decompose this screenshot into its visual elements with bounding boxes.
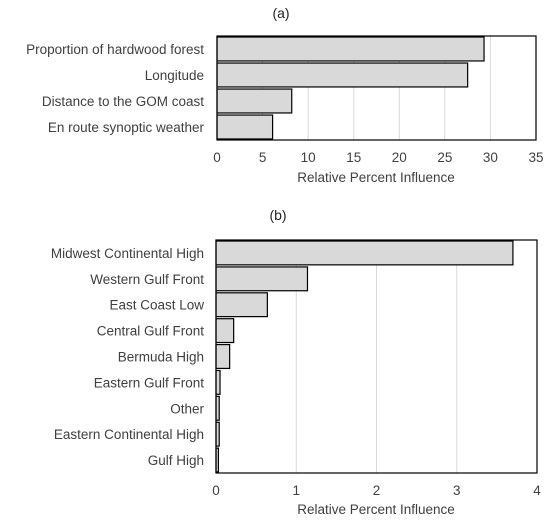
- x-tick-label: 1: [292, 483, 300, 498]
- plot-frame-b: [215, 239, 538, 474]
- bar-layer-a: [216, 36, 485, 140]
- category-label-central-gulf-front: Central Gulf Front: [97, 324, 205, 339]
- bar-eastern-gulf-front: [215, 369, 221, 395]
- grid-layer-b: [295, 240, 458, 473]
- category-label-western-gulf-front: Western Gulf Front: [90, 272, 204, 287]
- bar-distance-to-the-gom-coast: [216, 88, 293, 114]
- category-label-eastern-gulf-front: Eastern Gulf Front: [94, 375, 205, 390]
- category-label-midwest-continental-high: Midwest Continental High: [51, 246, 204, 261]
- bar-western-gulf-front: [215, 266, 309, 292]
- category-label-other: Other: [170, 401, 204, 416]
- x-tick-label: 4: [533, 483, 541, 498]
- x-tick-label: 25: [437, 150, 452, 165]
- x-axis-title-b: Relative Percent Influence: [297, 502, 455, 517]
- category-label-bermuda-high: Bermuda High: [118, 350, 204, 365]
- x-axis-title-a: Relative Percent Influence: [297, 170, 455, 185]
- plot-frame-a: [216, 35, 537, 141]
- category-label-eastern-continental-high: Eastern Continental High: [54, 427, 204, 442]
- x-tick-label: 15: [346, 150, 361, 165]
- x-tick-label: 20: [392, 150, 407, 165]
- x-tick-label: 35: [528, 150, 543, 165]
- x-tick-label: 30: [483, 150, 498, 165]
- tick-labels-b: 0 1 2 3 4: [212, 483, 541, 498]
- bar-longitude: [216, 62, 469, 88]
- chart-panel-b: (b) Midwest Continental High Western Gulf…: [51, 207, 541, 517]
- category-label-proportion-of-hardwood-forest: Proportion of hardwood forest: [26, 42, 204, 57]
- x-tick-label: 5: [259, 150, 267, 165]
- bar-en-route-synoptic-weather: [216, 114, 274, 140]
- tick-labels-a: 0 5 10 15 20 25 30 35: [213, 150, 543, 165]
- category-label-en-route-synoptic-weather: En route synoptic weather: [48, 120, 205, 135]
- chart-panel-a: (a) Proportion of hardwood forest Longitu…: [26, 5, 543, 185]
- bar-layer-b: [215, 240, 514, 473]
- category-label-gulf-high: Gulf High: [148, 453, 204, 468]
- x-tick-label: 0: [212, 483, 220, 498]
- panel-label-b: (b): [269, 207, 286, 223]
- x-tick-label: 0: [213, 150, 221, 165]
- x-tick-label: 2: [373, 483, 381, 498]
- panel-label-a: (a): [272, 5, 289, 21]
- bar-central-gulf-front: [215, 318, 235, 344]
- category-labels-b: Midwest Continental High Western Gulf Fro…: [51, 246, 205, 468]
- bar-east-coast-low: [215, 292, 268, 318]
- x-tick-label: 10: [301, 150, 316, 165]
- bar-proportion-of-hardwood-forest: [216, 36, 485, 62]
- x-tick-label: 3: [453, 483, 461, 498]
- category-label-distance-to-the-gom-coast: Distance to the GOM coast: [42, 94, 204, 109]
- bar-midwest-continental-high: [215, 240, 514, 266]
- bar-bermuda-high: [215, 343, 231, 370]
- category-labels-a: Proportion of hardwood forest Longitude Di…: [26, 42, 204, 135]
- category-label-east-coast-low: East Coast Low: [109, 298, 204, 313]
- category-label-longitude: Longitude: [145, 68, 204, 83]
